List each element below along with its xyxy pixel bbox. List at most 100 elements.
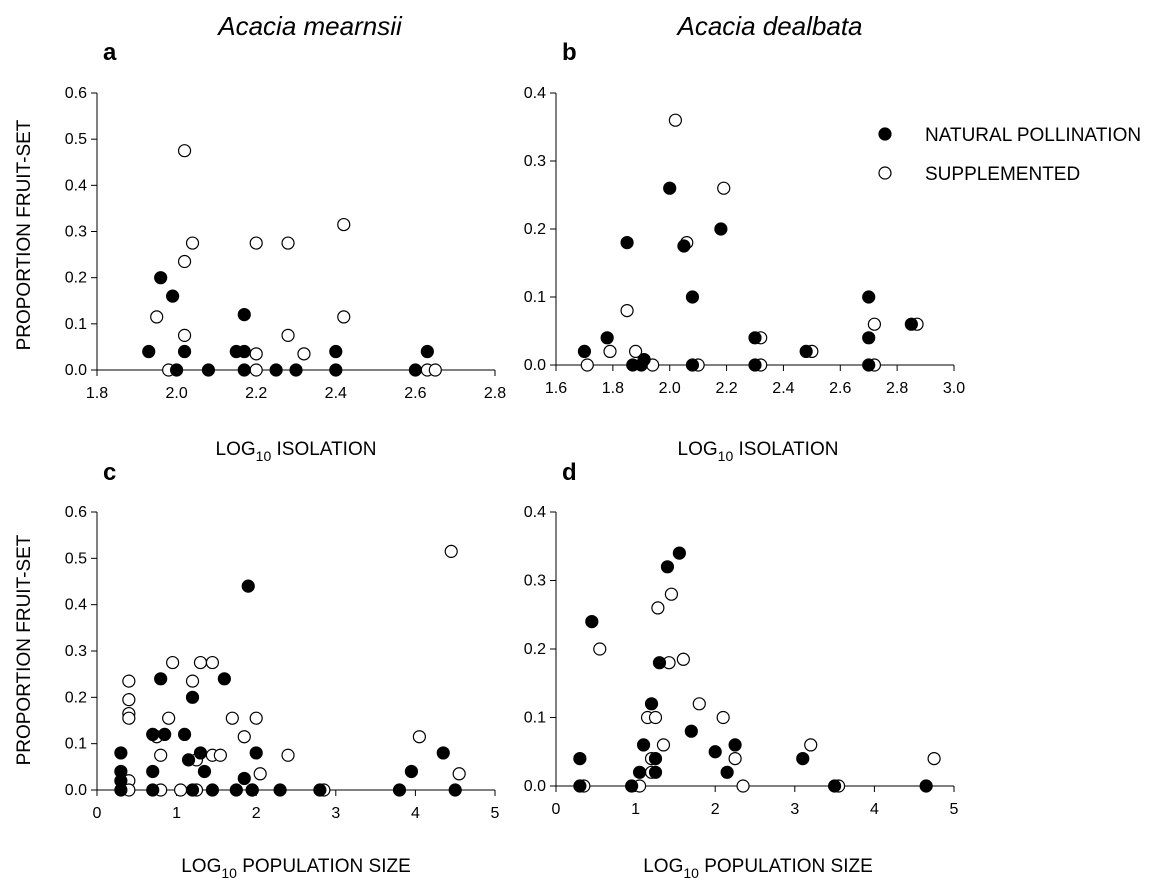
point-supplemented [428,363,442,377]
x-tick-label: 3 [790,801,799,818]
x-tick-label: 1.8 [602,380,624,397]
point-natural [677,239,691,253]
point-supplemented [122,711,136,725]
point-supplemented [122,674,136,688]
y-tick-label: 0.2 [65,689,87,706]
y-tick-label: 0.0 [524,778,546,795]
point-natural [585,614,599,629]
panel-b: 0.0 0.1 0.2 0.3 0.4 1.6 1.8 2.0 2.2 2.4 2.6 2.8 3.0 [524,85,965,397]
point-supplemented [177,254,192,269]
point-natural [217,672,231,686]
point-supplemented [281,328,295,342]
point-supplemented [193,655,208,670]
y-tick-label: 0.4 [524,85,546,102]
point-natural [166,289,180,303]
panel-a: 0.0 0.1 0.2 0.3 0.4 0.5 0.6 1.8 2.0 2.2 2.4 2.6 2.8 [65,85,506,402]
point-supplemented [205,655,220,670]
point-supplemented [668,113,683,127]
point-natural [249,746,263,760]
point-supplemented [185,236,200,250]
point-supplemented [717,181,731,195]
point-natural [181,753,196,767]
x-tick-label: 5 [950,801,959,818]
point-natural [197,764,212,779]
point-supplemented [676,652,690,666]
panel-letter-b: b [562,39,577,66]
y-tick-label: 0.0 [65,782,87,799]
x-tick-label: 2.4 [325,385,347,402]
point-supplemented [249,363,263,377]
point-natural [827,779,842,793]
point-supplemented [664,587,679,601]
point-supplemented [651,601,665,615]
xlabel-b: LOG10 ISOLATION [678,439,839,464]
x-tick-label: 2 [711,801,720,818]
point-natural [158,727,172,742]
point-natural [114,746,128,760]
point-natural [245,783,259,797]
x-tick-label: 2.0 [659,380,681,397]
point-natural [237,771,251,786]
point-natural [636,738,651,752]
point-supplemented [692,697,706,711]
point-supplemented [580,358,594,372]
x-tick-label: 2.0 [165,385,187,402]
point-natural [177,344,192,359]
x-tick-label: 4 [870,801,879,818]
point-natural [146,783,160,797]
x-tick-label: 2.6 [829,380,851,397]
point-natural [620,236,634,250]
point-natural [154,271,168,285]
x-tick-label: 2.8 [484,385,506,402]
y-tick-label: 0.3 [65,643,87,660]
point-supplemented [628,344,643,358]
point-supplemented [656,738,671,752]
point-natural [273,783,287,797]
point-supplemented [249,711,263,725]
point-natural [632,765,647,779]
point-supplemented [213,748,227,762]
point-natural [862,290,876,304]
point-supplemented [177,328,192,342]
point-natural [748,331,762,345]
point-supplemented [253,767,267,781]
ylabel-bottom: PROPORTION FRUIT-SET [14,534,35,765]
point-natural [660,560,675,574]
species-title-left: Acacia mearnsii [216,11,403,41]
point-natural [177,727,192,742]
point-natural [170,363,184,377]
y-tick-label: 0.1 [524,289,546,306]
x-tick-label: 0 [93,805,102,822]
point-supplemented [249,236,263,250]
y-tick-label: 0.0 [524,357,546,374]
point-natural [685,290,700,304]
point-natural [237,344,251,359]
legend-label-supplemented: SUPPLEMENTED [925,164,1080,185]
point-supplemented [173,783,188,797]
point-natural [436,746,450,760]
point-supplemented [225,711,239,725]
legend-marker-natural [878,127,892,141]
x-tick-label: 2.8 [886,380,908,397]
point-natural [796,751,810,766]
ylabel-top: PROPORTION FRUIT-SET [14,119,35,350]
point-natural [625,779,639,793]
point-natural [862,358,876,372]
y-tick-label: 0.0 [65,362,87,379]
legend: NATURAL POLLINATION SUPPLEMENTED [878,125,1141,185]
point-natural [185,690,200,704]
panel-letter-d: d [562,459,577,486]
x-tick-label: 3.0 [943,380,965,397]
y-tick-label: 0.2 [524,641,546,658]
point-natural [862,331,876,345]
point-natural [648,751,663,766]
point-natural [577,344,592,358]
point-natural [644,697,659,711]
point-supplemented [162,711,176,725]
point-natural [241,579,255,593]
point-supplemented [337,310,351,324]
point-natural [448,783,462,797]
point-natural [420,344,434,359]
panel-c: 0.0 0.1 0.2 0.3 0.4 0.5 0.6 0 1 2 3 4 5 [65,504,500,822]
y-tick-label: 0.3 [65,224,87,241]
